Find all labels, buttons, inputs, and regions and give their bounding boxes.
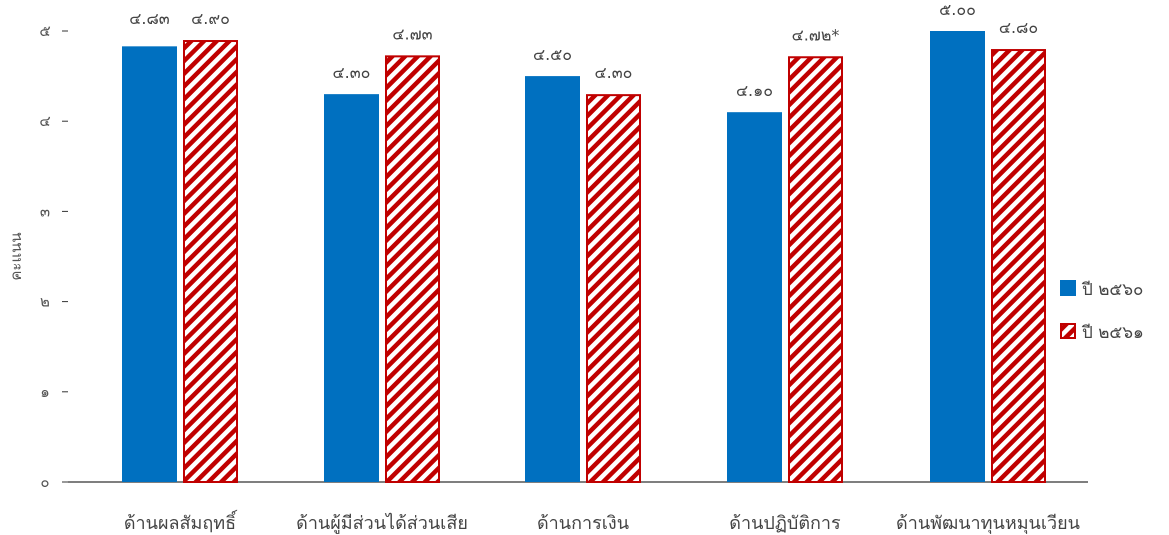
bar-series-2560 (122, 46, 177, 483)
y-axis-title: คะแนน (7, 232, 25, 280)
data-labels: ๔.๘๓ ๔.๙๐๔.๓๐ ๔.๗๓๔.๕๐๔.๓๐๔.๑๐ ๔.๗๒* ๕.๐๐๔.๘… (129, 0, 1038, 100)
bar-series-2561 (385, 55, 440, 483)
bar-series-2561 (183, 40, 238, 484)
y-tick-label: ๑ (40, 383, 50, 401)
data-label-2561: ๔.๗๓ (392, 24, 432, 43)
bar-series-2560 (930, 31, 985, 482)
data-label-2560: ๔.๕๐ (533, 45, 572, 64)
legend-swatch-2561 (1060, 323, 1076, 339)
data-label-2560: ๔.๘๓ (129, 9, 170, 28)
legend-label-2561: ปี ๒๕๖๑ (1081, 323, 1144, 343)
y-tick-label: ๕ (39, 22, 50, 40)
x-tick-label: ด้านพัฒนาทุนหมุนเวียน (896, 513, 1080, 534)
legend-swatch-2560 (1060, 280, 1076, 296)
data-label-2561: ๔.๙๐ (191, 9, 230, 28)
x-tick-label: ด้านผู้มีส่วนได้ส่วนเสีย (296, 512, 468, 534)
data-label-2561: ๔.๓๐ (595, 63, 633, 82)
data-label-2561: ๔.๘๐ (999, 18, 1038, 37)
legend-label-2560: ปี ๒๕๖๐ (1081, 280, 1143, 300)
y-tick-label: ๒ (40, 293, 50, 311)
bar-series-2560 (525, 76, 580, 482)
data-label-2560: ๔.๓๐ (333, 63, 371, 82)
x-tick-label: ด้านปฏิบัติการ (729, 513, 841, 534)
x-tick-label: ด้านผลสัมฤทธิ์ (124, 509, 238, 534)
bar-series-2561 (788, 56, 843, 483)
y-tick-label: ๔ (39, 112, 50, 130)
bar-series-2561 (991, 49, 1046, 483)
data-label-2560: ๔.๑๐ (736, 81, 773, 100)
bar-series-2561 (586, 94, 641, 483)
x-tick-label: ด้านการเงิน (537, 513, 629, 534)
data-label-2561: ๔.๗๒* (792, 25, 840, 44)
bars (122, 31, 1046, 484)
y-tick-label: ๓ (40, 202, 50, 220)
y-tick-label: ๐ (40, 473, 49, 491)
bar-series-2560 (324, 94, 379, 482)
data-label-2560: ๕.๐๐ (939, 0, 976, 19)
bar-series-2560 (727, 112, 782, 483)
